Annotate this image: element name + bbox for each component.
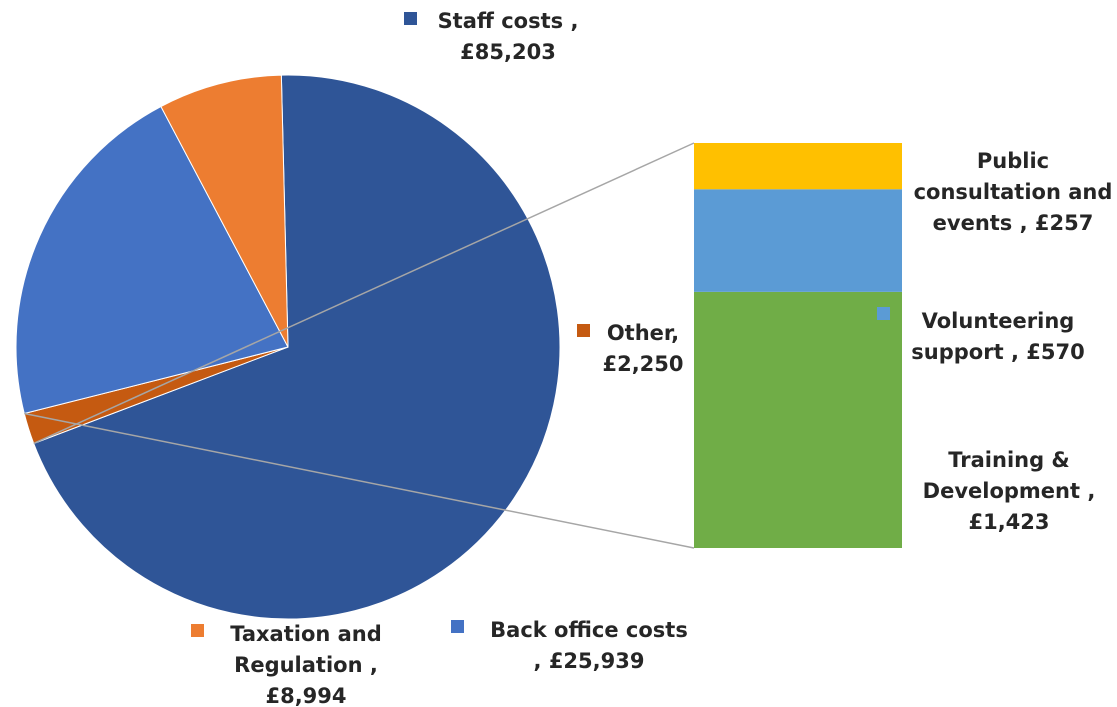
label-taxation-regulation-line: £8,994 xyxy=(265,684,346,707)
label-back-office-costs-line: , £25,939 xyxy=(534,649,645,673)
pie-slice-staff-costs xyxy=(33,74,561,620)
label-other-legend-key xyxy=(577,324,590,337)
label-training-development: Training & Development , £1,423 xyxy=(923,448,1096,534)
connector-line-bottom xyxy=(24,412,695,549)
label-training-development-line: £1,423 xyxy=(968,510,1049,534)
label-volunteering-support: Volunteering support , £570 xyxy=(877,307,1085,364)
label-volunteering-support-line: support , £570 xyxy=(911,340,1084,364)
stacked-bar xyxy=(694,143,902,548)
connector-line-top xyxy=(33,142,695,445)
connector-lines xyxy=(24,142,695,549)
label-back-office-costs-legend-key xyxy=(451,620,464,633)
label-taxation-regulation-legend-key xyxy=(191,624,204,637)
label-staff-costs: Staff costs , £85,203 xyxy=(404,9,578,64)
label-staff-costs-line: £85,203 xyxy=(460,40,556,64)
bar-segment-volunteering-support xyxy=(694,189,902,292)
bar-segment-public-consultation-and-events xyxy=(694,143,902,190)
pie-slice-taxation-and-regulation xyxy=(160,74,289,348)
label-taxation-regulation: Taxation and Regulation , £8,994 xyxy=(191,622,382,707)
label-staff-costs-legend-key xyxy=(404,12,417,25)
label-public-consultation-line: Public xyxy=(977,149,1049,173)
label-training-development-line: Training & xyxy=(948,448,1070,472)
label-taxation-regulation-line: Regulation , xyxy=(234,653,378,677)
data-labels: Staff costs , £85,203 Other, £2,250 Back off… xyxy=(191,9,1112,707)
label-public-consultation-line: consultation and xyxy=(914,180,1113,204)
label-volunteering-support-line: Volunteering xyxy=(922,309,1075,333)
bar-segment-training-development xyxy=(694,291,902,548)
label-public-consultation: Public consultation and events , £257 xyxy=(914,149,1113,235)
label-public-consultation-line: events , £257 xyxy=(933,211,1094,235)
label-other-line: Other, xyxy=(607,321,679,345)
label-other-line: £2,250 xyxy=(602,352,683,376)
label-training-development-line: Development , xyxy=(923,479,1096,503)
pie-group xyxy=(15,74,561,620)
label-staff-costs-line: Staff costs , xyxy=(438,9,579,33)
label-taxation-regulation-line: Taxation and xyxy=(230,622,382,646)
label-back-office-costs-line: Back office costs xyxy=(490,618,688,642)
pie-slice-back-office-costs xyxy=(15,105,289,415)
label-other: Other, £2,250 xyxy=(577,321,684,376)
label-back-office-costs: Back office costs , £25,939 xyxy=(451,618,688,673)
label-volunteering-support-legend-key xyxy=(877,307,890,320)
